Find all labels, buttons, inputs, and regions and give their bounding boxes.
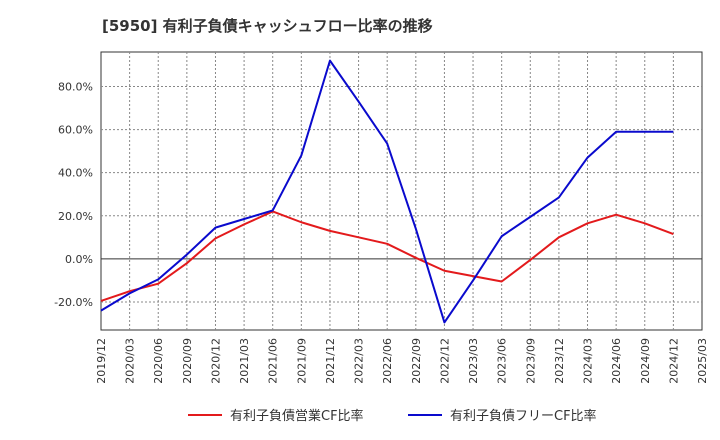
x-tick-label: 2020/09 [181, 338, 194, 384]
x-tick-label: 2019/12 [95, 338, 108, 384]
legend: 有利子負債営業CF比率 有利子負債フリーCF比率 [188, 408, 597, 424]
x-axis: 2019/12 2020/03 2020/06 2020/09 2020/12 2021/… [95, 338, 709, 384]
x-tick-label: 2022/06 [381, 338, 394, 384]
y-tick-label: 80.0% [58, 80, 93, 93]
x-tick-label: 2024/12 [667, 338, 680, 384]
legend-label-2: 有利子負債フリーCF比率 [450, 408, 597, 424]
legend-label-1: 有利子負債営業CF比率 [230, 408, 364, 424]
plot-area [100, 51, 703, 331]
y-axis: -20.0% 0.0% 20.0% 40.0% 60.0% 80.0% [54, 80, 93, 309]
x-tick-label: 2024/09 [639, 338, 652, 384]
y-tick-label: -20.0% [54, 296, 93, 309]
x-tick-label: 2021/12 [324, 338, 337, 384]
series-line-2 [100, 59, 674, 324]
grid-lines [101, 52, 702, 330]
plot-frame [100, 51, 703, 331]
x-tick-label: 2022/09 [410, 338, 423, 384]
x-tick-label: 2020/06 [152, 338, 165, 384]
x-tick-label: 2021/03 [238, 338, 251, 384]
x-tick-label: 2023/09 [524, 338, 537, 384]
x-tick-label: 2025/03 [696, 338, 709, 384]
series-line-1 [100, 210, 674, 302]
y-tick-label: 0.0% [65, 253, 93, 266]
x-tick-label: 2023/06 [496, 338, 509, 384]
x-tick-label: 2021/09 [295, 338, 308, 384]
x-tick-label: 2020/03 [124, 338, 137, 384]
y-tick-label: 40.0% [58, 167, 93, 180]
x-tick-label: 2021/06 [267, 338, 280, 384]
x-tick-label: 2023/12 [553, 338, 566, 384]
x-tick-label: 2022/03 [353, 338, 366, 384]
chart-title: [5950] 有利子負債キャッシュフロー比率の推移 [102, 17, 433, 35]
series-lines [100, 59, 674, 324]
x-tick-label: 2024/03 [582, 338, 595, 384]
y-tick-label: 20.0% [58, 210, 93, 223]
x-tick-label: 2023/03 [467, 338, 480, 384]
x-tick-label: 2020/12 [209, 338, 222, 384]
x-tick-label: 2022/12 [438, 338, 451, 384]
y-tick-label: 60.0% [58, 124, 93, 137]
x-tick-label: 2024/06 [610, 338, 623, 384]
